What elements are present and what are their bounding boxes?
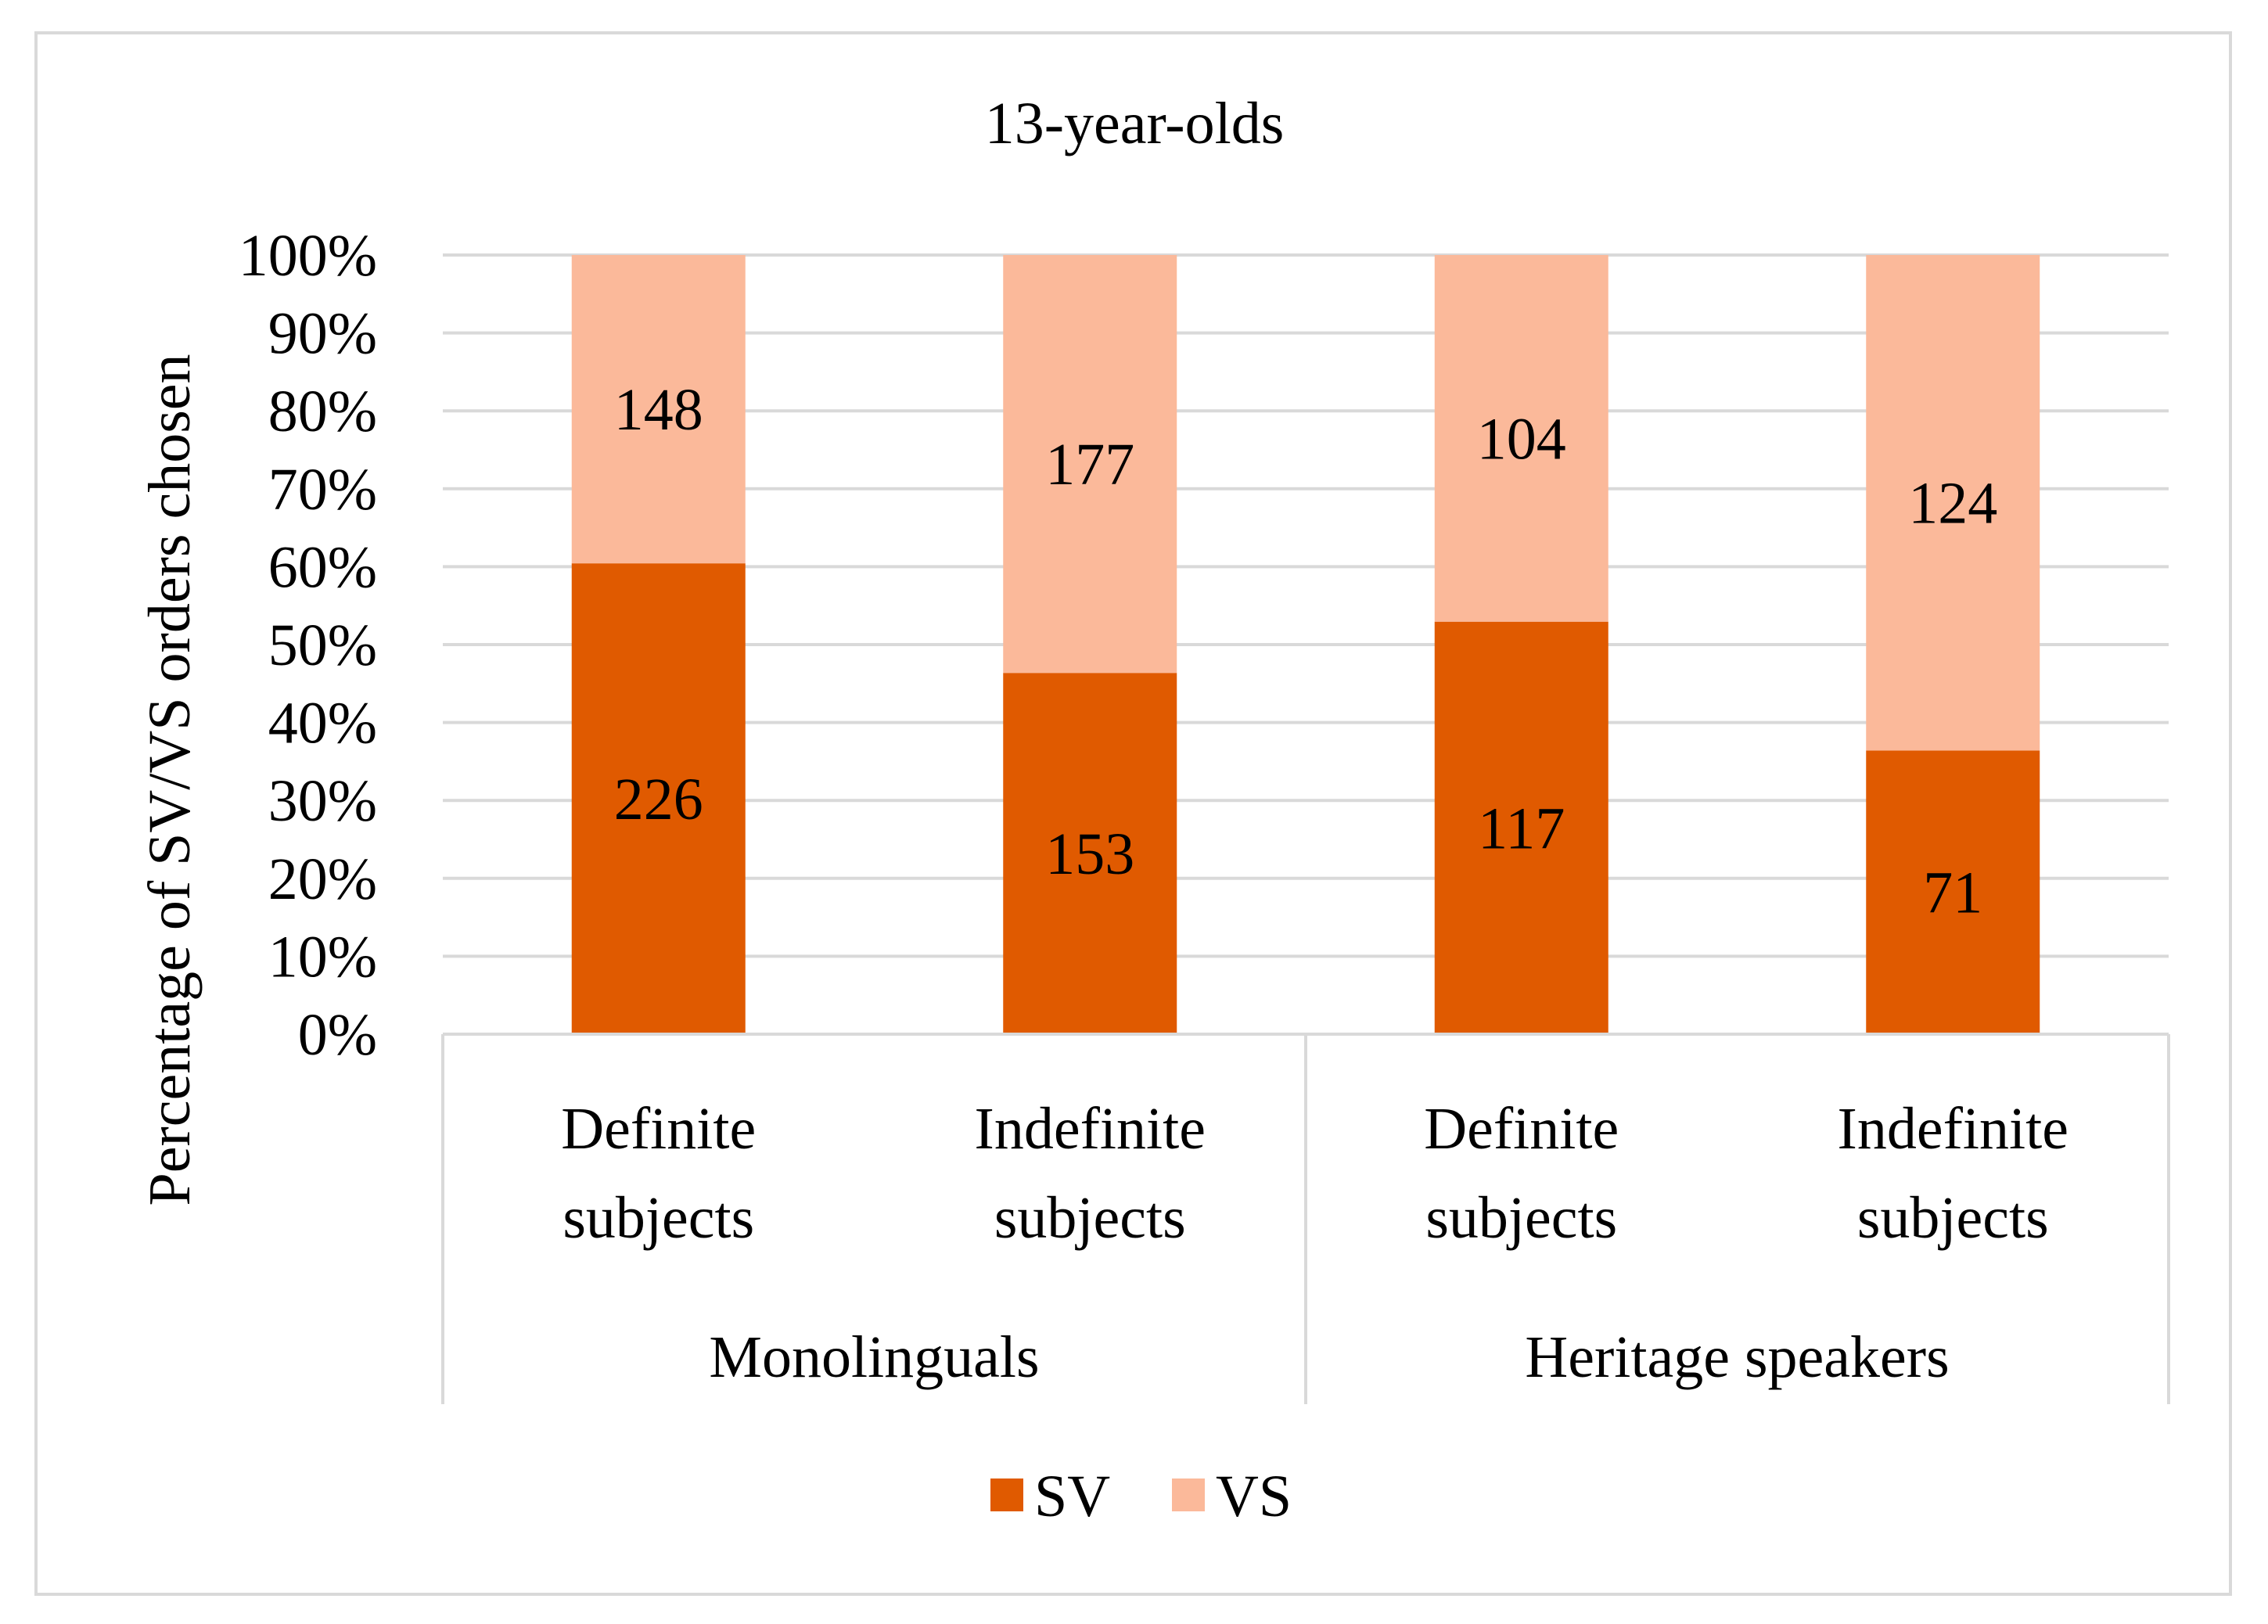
x-axis: Definite subjects Indefinite subjects Defini… <box>441 1033 2170 1404</box>
y-tick-label: 40% <box>268 691 377 756</box>
data-label-vs: 104 <box>1477 406 1566 472</box>
legend-swatch-vs <box>1172 1478 1205 1511</box>
y-tick-label: 0% <box>298 1002 377 1068</box>
bar-sv <box>1434 621 1608 1034</box>
data-label-vs: 177 <box>1045 432 1134 498</box>
chart-title: 13-year-olds <box>985 91 1285 156</box>
legend: SV VS <box>990 1464 1292 1529</box>
y-tick-labels: 0% 10% 20% 30% 40% 50% 60% 70% 80% 90% 100% <box>239 223 377 1068</box>
bar-sv <box>1003 673 1177 1034</box>
data-label-sv: 71 <box>1923 861 1982 926</box>
y-tick-label: 20% <box>268 846 377 912</box>
data-label-sv: 117 <box>1478 796 1565 861</box>
y-tick-label: 50% <box>268 613 377 678</box>
y-axis-label: Percentage of SV/VS orders chosen <box>137 354 203 1205</box>
x-tick-label: subjects <box>994 1185 1186 1251</box>
data-label-sv: 226 <box>614 767 703 832</box>
y-tick-label: 70% <box>268 457 377 523</box>
bar-vs <box>1866 255 2040 751</box>
legend-label-sv: SV <box>1034 1464 1110 1529</box>
y-tick-label: 10% <box>268 924 377 990</box>
y-tick-label: 90% <box>268 301 377 367</box>
data-label-vs: 148 <box>614 377 703 443</box>
x-tick-label: Definite <box>1424 1096 1619 1162</box>
x-tick-label: Definite <box>561 1096 756 1162</box>
data-label-vs: 124 <box>1908 471 1997 537</box>
y-tick-label: 30% <box>268 768 377 834</box>
bar-vs <box>1434 255 1608 622</box>
x-tick-label: subjects <box>1425 1185 1617 1251</box>
x-tick-label: subjects <box>1857 1185 2049 1251</box>
data-label-sv: 153 <box>1045 821 1134 887</box>
group-label: Monolinguals <box>709 1324 1039 1390</box>
x-tick-label: subjects <box>563 1185 754 1251</box>
bar-vs <box>571 255 746 564</box>
bar-sv <box>1866 750 2040 1034</box>
group-label: Heritage speakers <box>1525 1324 1949 1390</box>
bars: 226 148 153 177 117 104 71 124 <box>571 255 2040 1034</box>
y-tick-label: 60% <box>268 534 377 600</box>
bar-sv <box>571 563 746 1034</box>
x-tick-label: Indefinite <box>1838 1096 2069 1162</box>
legend-label-vs: VS <box>1216 1464 1292 1529</box>
legend-swatch-sv <box>990 1478 1023 1511</box>
x-tick-label: Indefinite <box>975 1096 1206 1162</box>
y-tick-label: 80% <box>268 379 377 444</box>
y-tick-label: 100% <box>239 223 377 289</box>
bar-vs <box>1003 255 1177 674</box>
